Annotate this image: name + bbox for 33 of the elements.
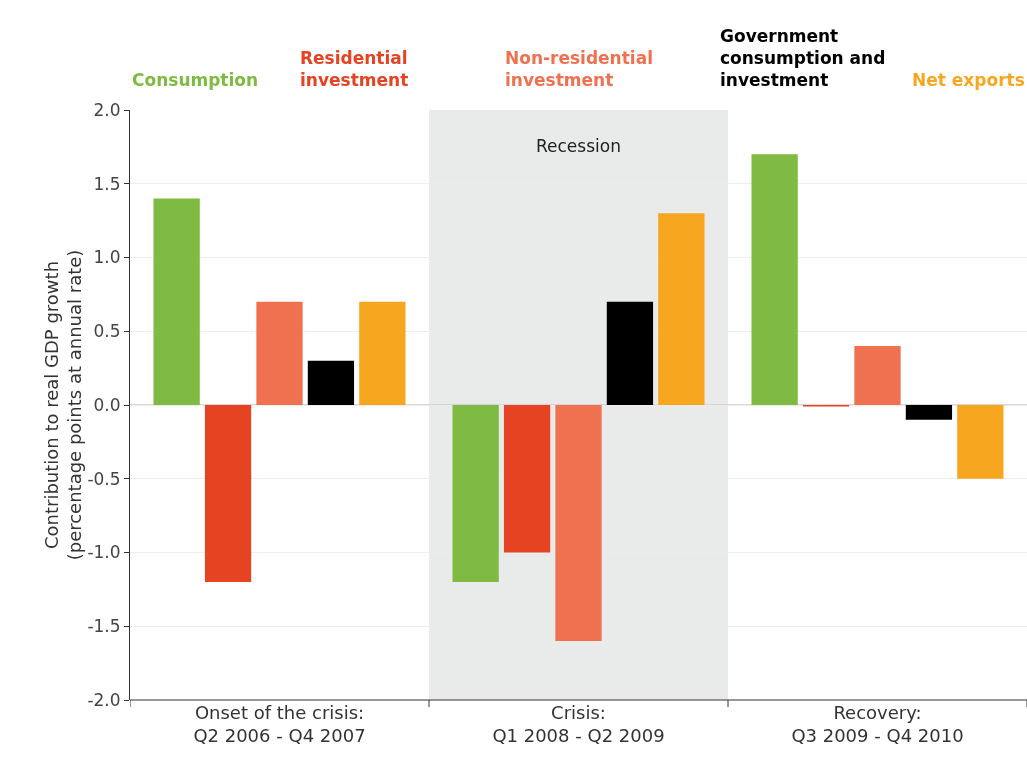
bar [153,198,200,405]
text: Net exports [912,70,1025,90]
text: Residential investment [300,48,409,91]
text: Non-residential investment [505,48,653,91]
y-tick-label: -0.5 [87,468,121,489]
text: Consumption [132,70,259,90]
y-tick-label: -1.0 [87,542,121,563]
text: Government consumption and investment [720,26,886,91]
y-tick-label: 1.0 [93,247,121,268]
y-tick-label: 1.5 [93,173,121,194]
bar [606,301,654,405]
bar [452,405,499,582]
bar [503,405,551,553]
bar [359,301,406,405]
bar [204,405,252,582]
y-tick-label: 2.0 [93,99,121,120]
x-tick-label: Crisis: Q1 2008 - Q2 2009 [492,702,665,747]
bar [905,405,953,420]
band-label: Recession [536,136,621,156]
bar [854,346,901,405]
bar [555,405,602,641]
y-axis-title: Contribution to real GDP growth (percentage points at annual rate) [41,249,86,561]
x-tick-label: Onset of the crisis: Q2 2006 - Q4 2007 [193,702,366,747]
y-tick-label: -2.0 [87,689,121,710]
bar [751,154,798,405]
bar [658,213,705,405]
y-tick-label: -1.5 [87,616,121,637]
bar [957,405,1004,479]
x-tick-label: Recovery: Q3 2009 - Q4 2010 [791,702,964,747]
y-tick-label: 0.5 [93,321,121,342]
y-tick-label: 0.0 [93,394,121,415]
bar [256,301,303,405]
bar [307,360,355,405]
